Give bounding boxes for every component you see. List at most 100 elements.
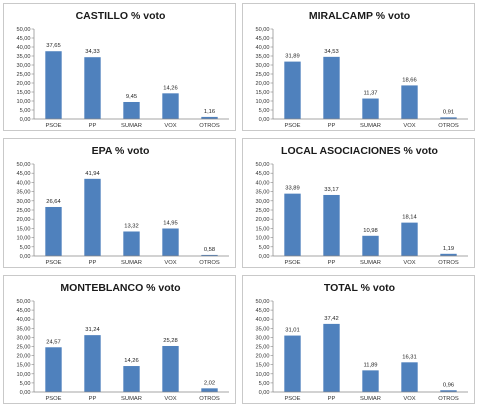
bar-pp [84,178,101,256]
y-tick-label: 45,00 [256,171,270,177]
x-tick-label: PP [89,396,97,402]
bar-pp [84,57,101,119]
y-tick-label: 5,00 [259,108,270,114]
data-label: 33,17 [324,187,339,193]
y-tick-label: 40,00 [17,317,31,323]
y-tick-label: 50,00 [17,299,31,305]
chart-title: MIRALCAMP % voto [309,10,410,22]
x-tick-label: OTROS [199,123,220,129]
x-tick-label: VOX [164,123,176,129]
data-label: 25,28 [163,338,178,344]
data-label: 24,57 [46,339,61,345]
data-label: 0,96 [443,382,454,388]
y-tick-label: 30,00 [256,63,270,69]
x-tick-label: PSOE [45,123,61,129]
bar-vox [162,228,179,256]
x-tick-label: SUMAR [360,123,381,129]
y-tick-label: 35,00 [256,190,270,196]
y-tick-label: 20,00 [17,217,31,223]
y-tick-label: 50,00 [256,27,270,33]
x-tick-label: VOX [403,123,415,129]
bar-vox [401,222,418,256]
data-label: 14,95 [163,220,178,226]
data-label: 33,89 [285,186,300,192]
bar-psoe [45,51,62,120]
y-tick-label: 45,00 [17,36,31,42]
data-label: 41,94 [85,171,100,177]
chart-title: EPA % voto [92,145,150,157]
bar-otros [201,388,218,392]
chart-title: TOTAL % voto [324,282,395,294]
bar-pp [323,56,340,119]
x-tick-label: PSOE [45,396,61,402]
x-tick-label: PP [328,123,336,129]
y-tick-label: 15,00 [17,363,31,369]
y-tick-label: 40,00 [17,180,31,186]
data-label: 34,53 [324,49,339,55]
data-label: 34,33 [85,49,100,55]
y-tick-label: 0,00 [20,390,31,396]
y-tick-label: 20,00 [17,81,31,87]
x-tick-label: PP [89,123,97,129]
bar-vox [162,345,179,392]
y-tick-label: 0,00 [259,117,270,123]
data-label: 37,65 [46,43,61,49]
y-tick-label: 45,00 [256,308,270,314]
y-tick-label: 35,00 [256,54,270,60]
bar-sumar [362,235,379,256]
data-label: 10,98 [363,228,378,234]
x-tick-label: VOX [164,260,176,266]
bar-vox [162,93,179,119]
y-tick-label: 30,00 [256,199,270,205]
y-tick-label: 45,00 [256,36,270,42]
y-tick-label: 20,00 [256,81,270,87]
y-tick-label: 30,00 [17,335,31,341]
y-tick-label: 15,00 [256,90,270,96]
x-tick-label: SUMAR [121,260,142,266]
y-tick-label: 15,00 [256,363,270,369]
x-tick-label: PSOE [284,123,300,129]
data-label: 26,64 [46,199,61,205]
chart-title: CASTILLO % voto [76,10,166,22]
y-tick-label: 10,00 [256,99,270,105]
y-tick-label: 20,00 [256,217,270,223]
y-tick-label: 15,00 [256,226,270,232]
y-tick-label: 40,00 [256,180,270,186]
y-tick-label: 5,00 [20,108,31,114]
bar-pp [84,335,101,392]
data-label: 0,58 [204,247,215,253]
y-tick-label: 45,00 [17,308,31,314]
y-tick-label: 10,00 [17,99,31,105]
x-tick-label: OTROS [438,123,459,129]
x-tick-label: OTROS [199,396,220,402]
y-tick-label: 35,00 [256,326,270,332]
y-tick-label: 15,00 [17,90,31,96]
y-tick-label: 25,00 [17,208,31,214]
bar-chart-total: TOTAL % voto 0,00 5,00 10,00 15,00 20,00 25,00… [256,282,468,402]
y-tick-label: 5,00 [259,381,270,387]
bar-chart-castillo: CASTILLO % voto 0,00 5,00 10,00 15,00 20,00 25… [17,10,229,129]
bar-otros [201,254,218,256]
y-tick-label: 0,00 [259,254,270,260]
x-tick-label: PP [89,260,97,266]
bar-psoe [284,335,301,392]
chart-title: LOCAL ASOCIACIONES % voto [281,145,438,157]
y-tick-label: 20,00 [17,354,31,360]
y-tick-label: 20,00 [256,354,270,360]
chart-panel-local-asociaciones: LOCAL ASOCIACIONES % voto 0,00 5,00 10,00 15… [242,138,475,268]
y-tick-label: 0,00 [259,390,270,396]
y-tick-label: 35,00 [17,190,31,196]
bar-psoe [284,193,301,256]
bar-psoe [45,347,62,392]
data-label: 13,32 [124,223,139,229]
bar-pp [323,323,340,392]
chart-title: MONTEBLANCO % voto [60,282,180,294]
bar-otros [201,116,218,119]
data-label: 1,19 [443,246,454,252]
y-tick-label: 25,00 [256,208,270,214]
x-tick-label: PSOE [284,260,300,266]
x-tick-label: VOX [403,260,415,266]
bar-chart-monteblanco: MONTEBLANCO % voto 0,00 5,00 10,00 15,00 20,0… [17,282,229,402]
y-tick-label: 25,00 [256,345,270,351]
data-label: 31,89 [285,54,300,60]
